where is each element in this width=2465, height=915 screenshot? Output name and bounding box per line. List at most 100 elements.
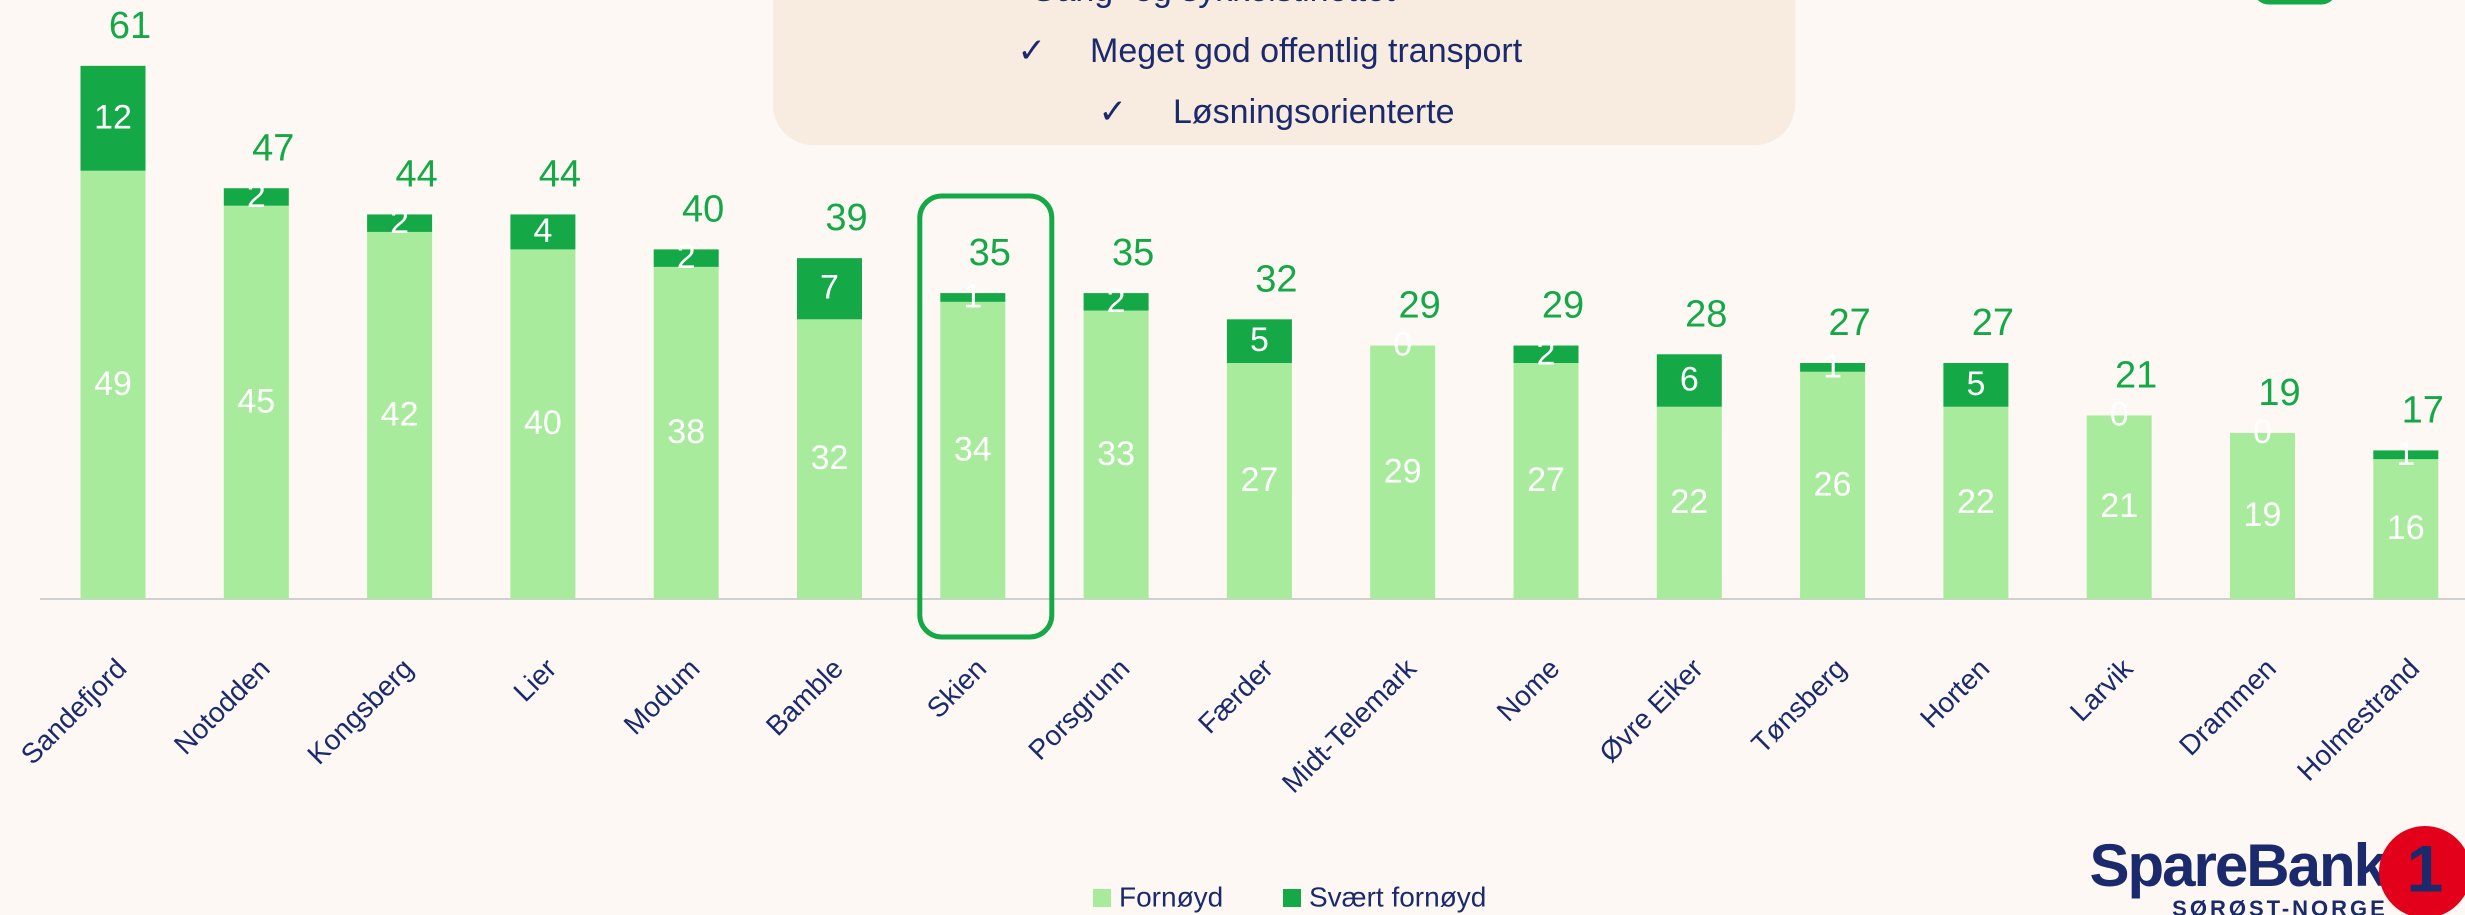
total-label: 40 <box>682 188 724 230</box>
bar-segment <box>1226 319 1292 364</box>
logo-name: SpareBank <box>2090 832 2388 899</box>
bar-segment <box>367 214 433 232</box>
legend-label: Fornøyd <box>1119 881 1223 912</box>
bar-segment <box>223 188 289 206</box>
segment-label: 21 <box>2100 487 2138 525</box>
segment-label: 5 <box>1966 365 1985 403</box>
segment-label: 1 <box>1823 347 1842 385</box>
total-label: 61 <box>109 5 151 47</box>
segment-label: 26 <box>1814 465 1852 503</box>
callout-box <box>773 0 1795 145</box>
bar-segment <box>510 214 576 250</box>
segment-label: 45 <box>237 382 275 420</box>
bar-segment <box>367 231 433 600</box>
segment-label: 33 <box>1097 435 1135 473</box>
callout-text: Meget god offentlig transport <box>1090 32 1523 70</box>
segment-label: 2 <box>677 238 696 276</box>
segment-label: 7 <box>820 269 839 307</box>
bar-segment <box>2373 459 2439 599</box>
bar-segment <box>940 301 1006 599</box>
segment-label: 2 <box>1107 282 1126 320</box>
bar-segment <box>1513 345 1579 364</box>
segment-label: 22 <box>1670 483 1708 521</box>
bar-segment <box>1083 293 1149 311</box>
segment-label: 12 <box>94 98 132 136</box>
bar-segment <box>653 266 719 599</box>
total-label: 47 <box>252 127 294 169</box>
segment-label: 49 <box>94 365 132 403</box>
segment-label: 6 <box>1680 360 1699 398</box>
bar-segment <box>1370 345 1436 599</box>
segment-label: 22 <box>1957 483 1995 521</box>
segment-label: 2 <box>390 203 409 241</box>
total-label: 39 <box>825 197 867 239</box>
bar-segment <box>653 249 719 267</box>
legend-swatch <box>1283 889 1301 907</box>
bar-segment <box>797 258 862 320</box>
bar-segment <box>1656 354 1722 407</box>
segment-label: 2 <box>1537 334 1556 372</box>
total-label: 35 <box>1112 232 1154 274</box>
total-label: 32 <box>1255 258 1297 300</box>
logo-region: SØRØST-NORGE <box>2172 896 2388 915</box>
callout-text: Gang- og sykkelstinettet <box>1030 0 1395 9</box>
total-label: 35 <box>969 232 1011 274</box>
callout-check: ✓ <box>982 0 1011 9</box>
logo: SpareBank 1 SØRØST-NORGE <box>2090 826 2465 915</box>
bar-segment <box>1656 406 1722 599</box>
total-label: 19 <box>2258 372 2300 414</box>
legend-label: Svært fornøyd <box>1309 881 1486 912</box>
logo-circle <box>2379 826 2465 915</box>
bar-segment <box>2086 415 2152 599</box>
segment-label: 4 <box>533 212 552 250</box>
segment-label: 1 <box>963 277 982 315</box>
segment-label: 42 <box>381 395 419 433</box>
segment-label: 1 <box>2396 435 2415 473</box>
highlight-box <box>917 193 1055 640</box>
total-label: 17 <box>2402 389 2444 431</box>
bar-segment <box>1800 363 1866 372</box>
bar-segment <box>1226 363 1292 599</box>
total-label: 29 <box>1542 285 1584 327</box>
bar-segment <box>1943 406 2009 599</box>
total-label: 27 <box>1972 302 2014 344</box>
bar-segment <box>797 319 862 599</box>
bar-segment <box>80 65 146 171</box>
bar-segment <box>1800 371 1866 599</box>
segment-label: 34 <box>954 430 992 468</box>
callout-text: Løsningsorienterte <box>1173 93 1455 131</box>
corner-shape <box>2257 0 2333 5</box>
segment-label: 29 <box>1384 452 1422 490</box>
callout-check: ✓ <box>1099 93 1128 131</box>
segment-label: 38 <box>667 413 705 451</box>
total-label: 21 <box>2115 354 2157 396</box>
segment-label: 27 <box>1527 461 1565 499</box>
legend-swatch <box>1093 889 1111 907</box>
logo-number: 1 <box>2407 831 2444 905</box>
total-label: 27 <box>1828 302 1870 344</box>
segment-label: 2 <box>247 177 266 215</box>
callout-check: ✓ <box>1018 32 1047 70</box>
total-label: 44 <box>539 153 581 195</box>
total-label: 28 <box>1685 293 1727 335</box>
bar-segment <box>1513 363 1579 599</box>
segment-label: 0 <box>2110 395 2129 433</box>
segment-label: 27 <box>1240 461 1278 499</box>
bar-segment <box>940 293 1006 302</box>
bar-segment <box>2230 432 2295 599</box>
segment-label: 40 <box>524 404 562 442</box>
total-label: 29 <box>1399 285 1441 327</box>
segment-label: 16 <box>2387 509 2425 547</box>
segment-label: 0 <box>2253 413 2272 451</box>
segment-label: 0 <box>1393 326 1412 364</box>
bar-segment <box>80 170 146 600</box>
bar-segment <box>2373 450 2439 460</box>
segment-label: 32 <box>811 439 849 477</box>
bar-segment <box>1943 363 2009 407</box>
bar-segment <box>510 249 576 599</box>
bar-segment <box>223 205 289 599</box>
total-label: 44 <box>395 153 437 195</box>
segment-label: 19 <box>2244 496 2282 534</box>
segment-label: 5 <box>1250 321 1269 359</box>
